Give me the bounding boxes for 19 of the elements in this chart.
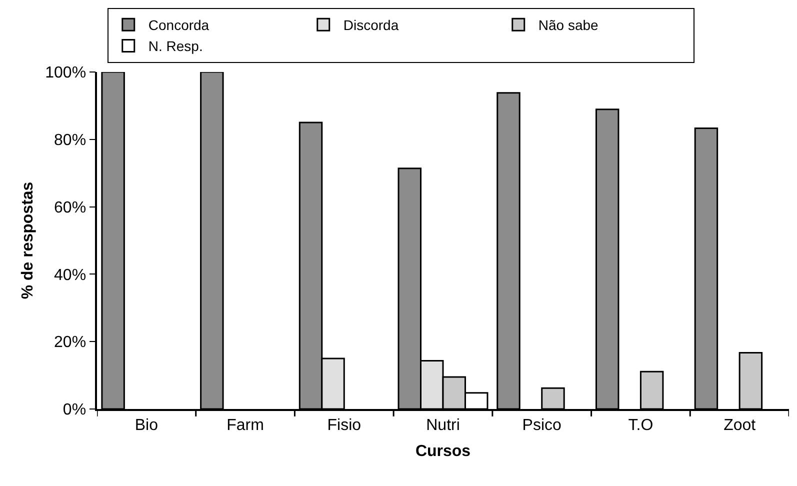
y-tick-label: 80% (54, 132, 86, 149)
legend-label: N. Resp. (148, 38, 203, 54)
y-tick-label: 60% (54, 199, 86, 216)
x-tick-label: T.O (628, 416, 654, 434)
y-tick-label: 20% (54, 334, 86, 352)
y-axis-title: % de respostas (20, 182, 37, 300)
x-tick-label: Zoot (724, 416, 756, 434)
y-tick-label: 0% (62, 402, 86, 419)
x-tick-label: Nutri (426, 416, 460, 434)
legend-label: Não sabe (538, 17, 599, 34)
x-tick-label: Fisio (327, 416, 362, 434)
x-axis-title: Cursos (415, 443, 471, 460)
x-tick-label: Psico (522, 416, 562, 434)
x-tick-label: Bio (134, 416, 158, 434)
x-tick-label: Farm (226, 416, 264, 434)
legend-label: Discorda (343, 17, 399, 34)
y-tick-label: 100% (45, 64, 86, 82)
legend-label: Concorda (148, 17, 210, 34)
y-tick-label: 40% (54, 266, 86, 284)
